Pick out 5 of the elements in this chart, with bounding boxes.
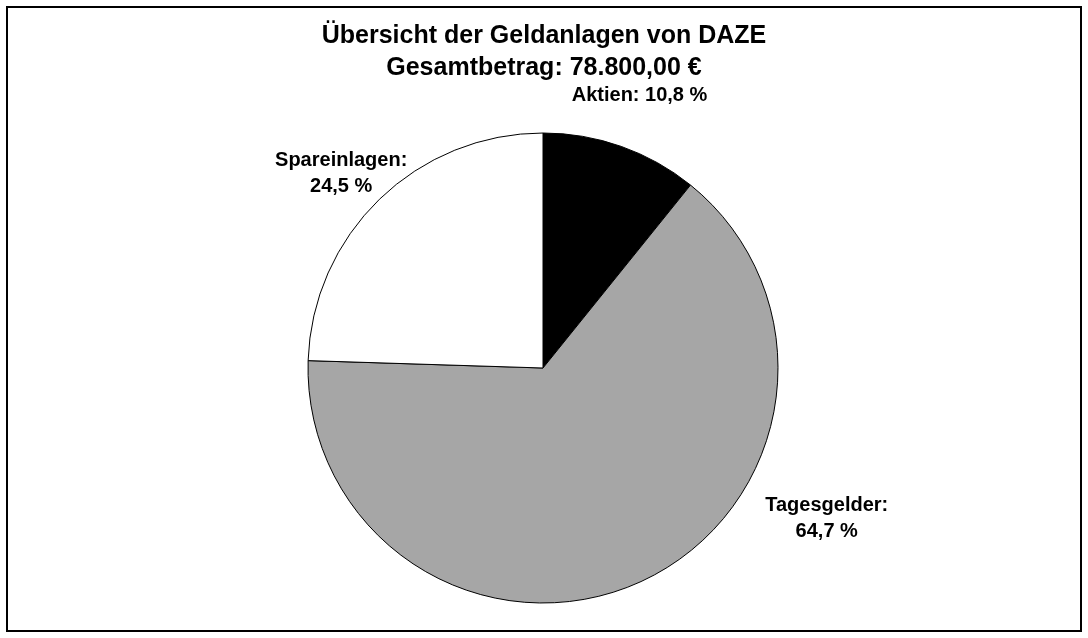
chart-subtitle: Gesamtbetrag: 78.800,00 € <box>386 52 702 80</box>
chart-title: Übersicht der Geldanlagen von DAZE <box>321 20 767 48</box>
data-label: Spareinlagen: 24,5 % <box>275 147 408 196</box>
data-label: Aktien: 10,8 % <box>571 82 708 105</box>
data-label: Tagesgelder: 64,7 % <box>765 492 889 541</box>
